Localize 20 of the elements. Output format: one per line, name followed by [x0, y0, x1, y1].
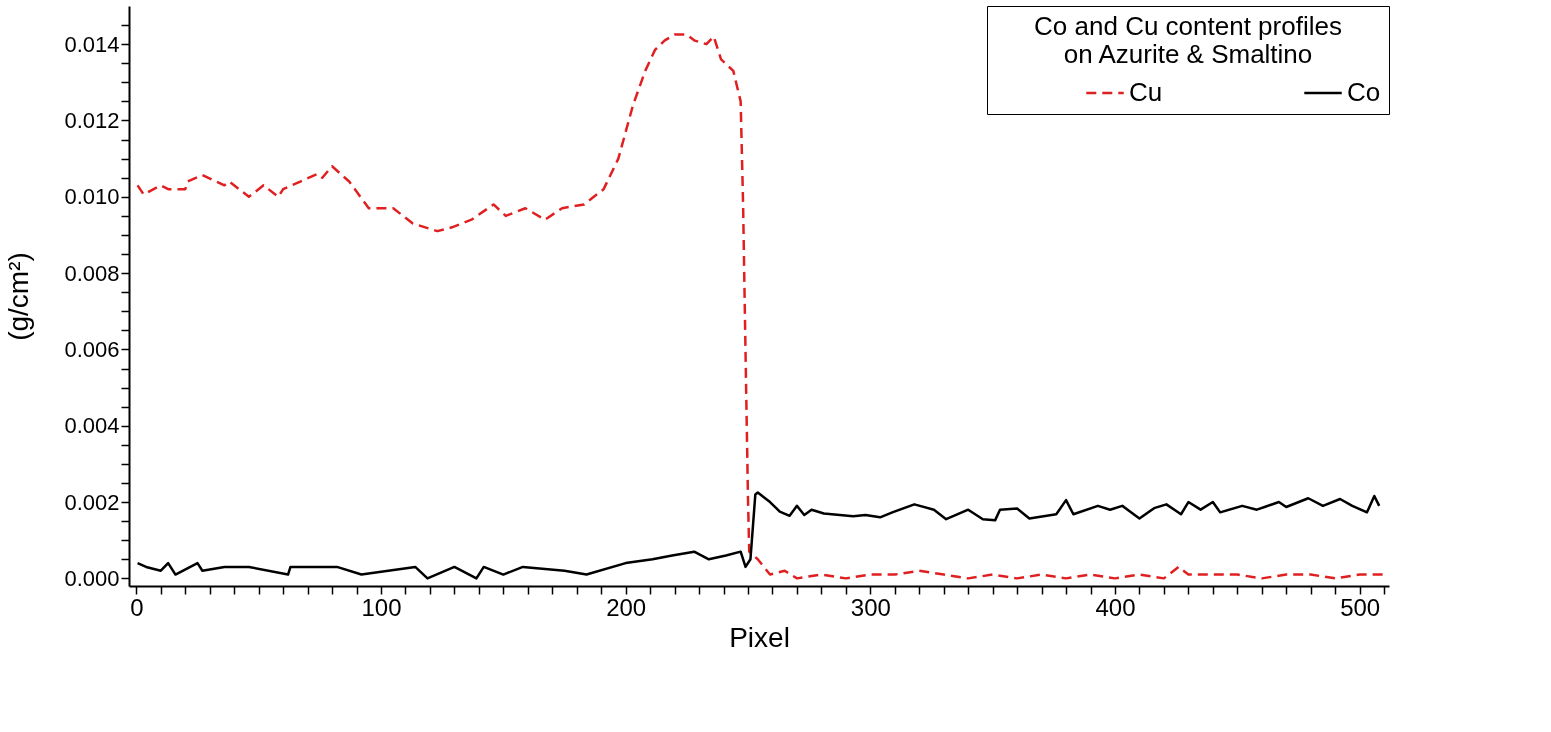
- y-tick-label: 0.008: [64, 260, 120, 286]
- y-tick-label: 0.010: [64, 184, 120, 210]
- x-tick-label: 500: [1340, 593, 1381, 621]
- y-tick-label: 0.004: [64, 413, 120, 439]
- x-axis-title: Pixel: [729, 621, 790, 653]
- y-tick-label: 0.000: [64, 565, 120, 591]
- x-tick-label: 400: [1095, 593, 1136, 621]
- legend-label: Co: [1347, 77, 1381, 107]
- y-axis-title: (g/cm²): [3, 252, 35, 341]
- legend-title: Co and Cu content profiles on Azurite & Smaltino: [1034, 11, 1342, 69]
- x-tick-label: 200: [606, 593, 647, 621]
- y-tick-label: 0.002: [64, 489, 120, 515]
- y-tick-label: 0.006: [64, 336, 120, 362]
- y-tick-label: 0.014: [64, 31, 120, 57]
- x-tick-label: 300: [850, 593, 891, 621]
- y-tick-label: 0.012: [64, 107, 120, 133]
- x-tick-label: 100: [361, 593, 402, 621]
- x-tick-label: 0: [130, 593, 144, 621]
- legend-label: Cu: [1129, 77, 1163, 107]
- line-series: [136, 491, 1381, 580]
